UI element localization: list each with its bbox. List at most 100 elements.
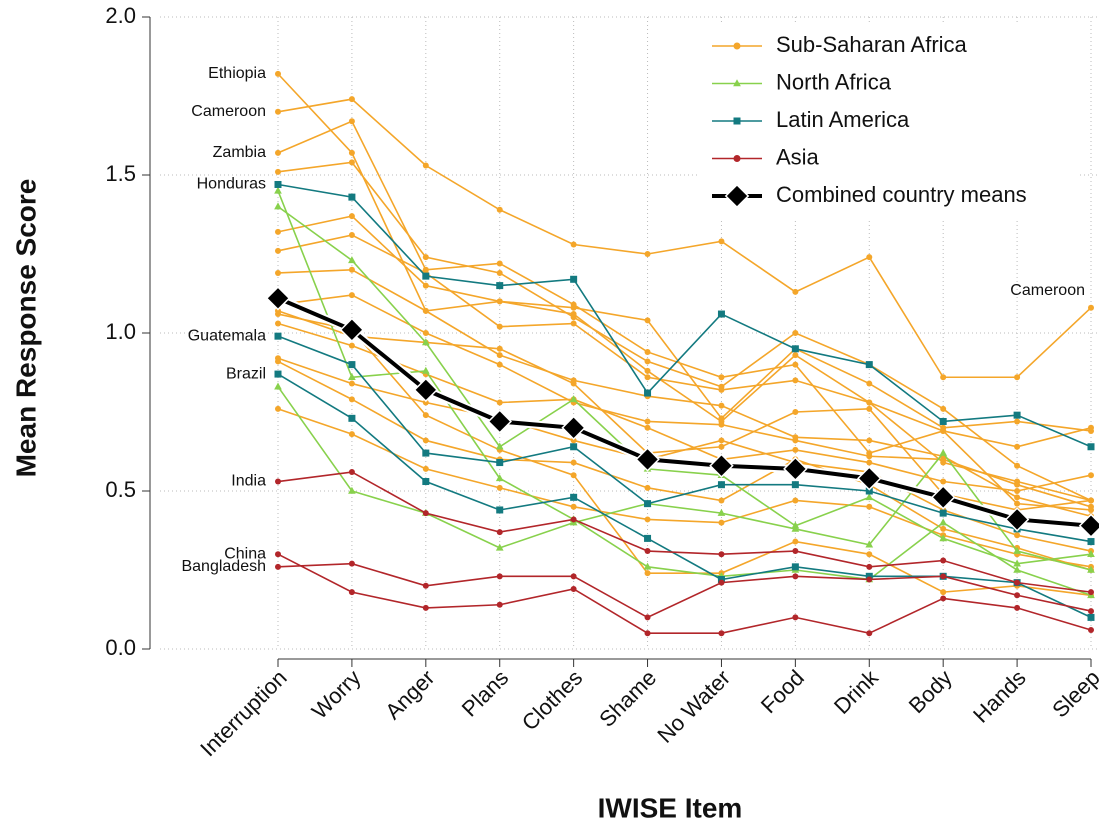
line bbox=[277, 408, 1092, 568]
point bbox=[496, 459, 504, 467]
point bbox=[496, 399, 503, 406]
point bbox=[348, 96, 355, 103]
point bbox=[866, 503, 873, 510]
point bbox=[792, 446, 799, 453]
point bbox=[274, 180, 282, 188]
point bbox=[570, 503, 577, 510]
point bbox=[866, 551, 873, 558]
line bbox=[277, 215, 1092, 432]
point bbox=[422, 399, 429, 406]
x-tick-label: Anger bbox=[380, 665, 439, 724]
point bbox=[348, 159, 355, 166]
x-tick-label: Interruption bbox=[195, 665, 291, 761]
point bbox=[274, 186, 282, 194]
point bbox=[1088, 608, 1094, 615]
line bbox=[277, 562, 1092, 619]
point bbox=[275, 228, 281, 235]
country-label: Ethiopia bbox=[208, 65, 266, 82]
x-tick-label: Body bbox=[904, 665, 957, 718]
point bbox=[792, 377, 799, 384]
point bbox=[1014, 462, 1021, 469]
point bbox=[496, 601, 503, 608]
point bbox=[857, 466, 882, 491]
point bbox=[422, 437, 429, 444]
point bbox=[570, 314, 577, 321]
point bbox=[866, 459, 873, 466]
point bbox=[792, 437, 799, 444]
point bbox=[940, 478, 947, 485]
point bbox=[1014, 374, 1021, 381]
y-tick-label: 2.0 bbox=[105, 3, 136, 28]
point bbox=[940, 573, 947, 580]
point bbox=[275, 405, 281, 412]
country-label: India bbox=[231, 473, 266, 490]
point bbox=[866, 453, 873, 460]
point bbox=[1088, 503, 1094, 510]
point bbox=[866, 405, 873, 412]
point bbox=[1014, 592, 1021, 599]
point bbox=[570, 304, 577, 311]
point bbox=[422, 465, 429, 472]
point bbox=[496, 352, 503, 359]
line bbox=[277, 357, 1092, 552]
point bbox=[496, 573, 503, 580]
series-group bbox=[265, 285, 1099, 539]
line bbox=[277, 183, 1092, 448]
x-tick-label: Drink bbox=[829, 664, 884, 719]
line bbox=[277, 335, 1092, 543]
point bbox=[339, 317, 365, 343]
point bbox=[274, 202, 282, 210]
line bbox=[277, 386, 1092, 571]
point bbox=[422, 604, 429, 611]
point bbox=[792, 409, 799, 415]
point bbox=[718, 386, 725, 393]
point bbox=[421, 338, 430, 346]
point bbox=[1013, 546, 1021, 554]
point bbox=[275, 320, 281, 327]
x-tick-label: Worry bbox=[307, 665, 366, 724]
point bbox=[348, 213, 355, 220]
point bbox=[496, 345, 503, 352]
point bbox=[866, 563, 873, 570]
point bbox=[561, 415, 586, 441]
point bbox=[1087, 550, 1095, 557]
point bbox=[1088, 589, 1094, 596]
point bbox=[496, 282, 504, 290]
point bbox=[348, 193, 356, 201]
y-tick-label: 1.5 bbox=[105, 161, 136, 186]
point bbox=[1004, 507, 1030, 532]
point bbox=[348, 486, 356, 494]
point bbox=[275, 70, 281, 77]
point bbox=[940, 456, 947, 463]
point bbox=[718, 374, 725, 381]
point bbox=[570, 472, 577, 479]
point bbox=[569, 395, 578, 403]
point bbox=[1014, 494, 1021, 501]
point bbox=[348, 292, 355, 299]
x-tick-label: Shame bbox=[594, 665, 661, 732]
point bbox=[717, 481, 725, 489]
x-tick-label: Clothes bbox=[517, 665, 587, 735]
line bbox=[277, 310, 1092, 511]
point bbox=[495, 543, 504, 551]
point bbox=[718, 415, 725, 422]
point bbox=[496, 269, 503, 276]
point bbox=[644, 374, 651, 381]
point bbox=[348, 149, 355, 156]
point bbox=[348, 118, 355, 125]
line bbox=[277, 294, 1092, 508]
point bbox=[718, 402, 725, 409]
country-label: Zambia bbox=[213, 144, 266, 161]
point bbox=[496, 529, 503, 536]
point bbox=[865, 540, 874, 548]
point bbox=[275, 247, 281, 254]
point bbox=[1087, 443, 1095, 451]
point bbox=[570, 585, 577, 592]
point bbox=[718, 519, 725, 526]
point bbox=[570, 443, 578, 451]
point bbox=[275, 311, 281, 318]
point bbox=[422, 478, 430, 486]
point bbox=[866, 380, 873, 387]
point bbox=[792, 614, 799, 621]
